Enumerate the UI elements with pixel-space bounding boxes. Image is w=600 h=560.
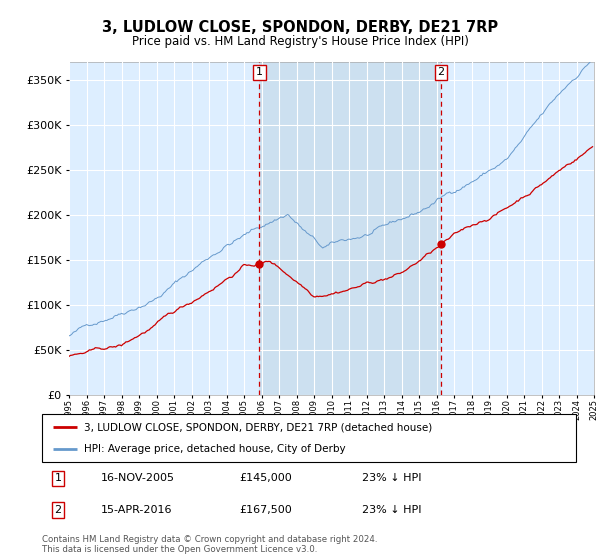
Text: Price paid vs. HM Land Registry's House Price Index (HPI): Price paid vs. HM Land Registry's House … [131, 35, 469, 48]
Text: 2: 2 [437, 67, 445, 77]
Text: 23% ↓ HPI: 23% ↓ HPI [362, 505, 422, 515]
Text: 1: 1 [256, 67, 263, 77]
Text: 2: 2 [55, 505, 62, 515]
Text: £167,500: £167,500 [239, 505, 292, 515]
FancyBboxPatch shape [42, 414, 576, 462]
Text: 16-NOV-2005: 16-NOV-2005 [101, 473, 175, 483]
Text: HPI: Average price, detached house, City of Derby: HPI: Average price, detached house, City… [83, 444, 345, 454]
Text: Contains HM Land Registry data © Crown copyright and database right 2024.
This d: Contains HM Land Registry data © Crown c… [42, 535, 377, 554]
Bar [259, 62, 441, 395]
Text: £145,000: £145,000 [239, 473, 292, 483]
Text: 3, LUDLOW CLOSE, SPONDON, DERBY, DE21 7RP: 3, LUDLOW CLOSE, SPONDON, DERBY, DE21 7R… [102, 20, 498, 35]
Text: 15-APR-2016: 15-APR-2016 [101, 505, 172, 515]
Text: 1: 1 [55, 473, 62, 483]
Text: 23% ↓ HPI: 23% ↓ HPI [362, 473, 422, 483]
Text: 3, LUDLOW CLOSE, SPONDON, DERBY, DE21 7RP (detached house): 3, LUDLOW CLOSE, SPONDON, DERBY, DE21 7R… [83, 422, 432, 432]
